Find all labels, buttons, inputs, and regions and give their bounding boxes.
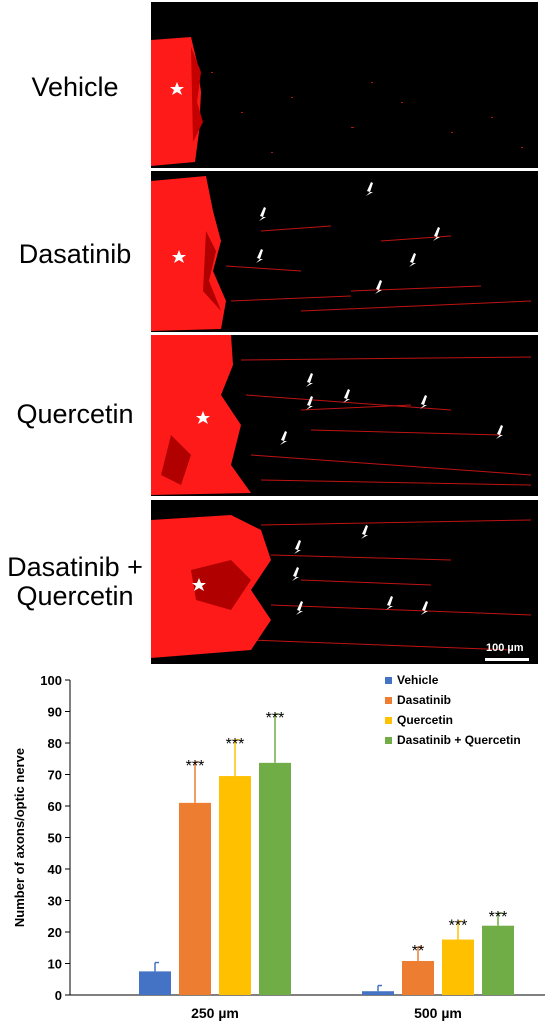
axon-count-chart: 0 10 20 30 40 50 60 70 80 90 100 Number of axons/op…: [12, 673, 545, 1021]
arrow-marker: [306, 396, 313, 410]
star-marker: [172, 250, 186, 263]
bar-0-0: [139, 971, 171, 995]
micrograph-dasatinib-quercetin: 100 µm: [151, 500, 538, 664]
arrow-marker: [375, 280, 382, 294]
significance-label: ***: [226, 736, 245, 753]
scale-bar-label: 100 µm: [486, 642, 524, 654]
panel-label-dasatinib: Dasatinib: [18, 239, 132, 269]
significance-label: **: [412, 943, 424, 960]
scale-bar: [485, 658, 529, 661]
significance-label: ***: [489, 909, 508, 926]
significance-label: ***: [266, 710, 285, 727]
arrow-marker: [256, 249, 263, 263]
arrow-marker: [420, 395, 427, 409]
legend-swatch: [385, 737, 392, 744]
legend-entry: Vehicle: [397, 673, 439, 687]
y-tick-label: 10: [48, 957, 62, 972]
bar-1-1: [402, 960, 434, 995]
arrow-marker: [306, 373, 313, 387]
arrow-marker: [496, 425, 503, 439]
bar-2-1: [442, 939, 474, 995]
panel-label-combo-line1: Dasatinib +: [7, 552, 143, 582]
bar-1-0: [179, 802, 211, 995]
legend-swatch: [385, 677, 392, 684]
y-tick-label: 80: [48, 736, 62, 751]
arrow-marker: [409, 253, 416, 267]
y-tick-label: 50: [48, 831, 62, 846]
bar-3-1: [482, 925, 514, 995]
y-tick-label: 60: [48, 799, 62, 814]
arrow-marker: [296, 601, 303, 615]
arrow-marker: [421, 601, 428, 615]
x-category-label: 500 µm: [414, 1005, 462, 1021]
arrow-marker: [386, 596, 393, 610]
arrow-marker: [294, 540, 301, 554]
arrow-marker: [366, 182, 373, 196]
panel-label-combo-line2: Quercetin: [16, 581, 134, 611]
y-tick-label: 0: [55, 988, 62, 1003]
y-tick-label: 90: [48, 705, 62, 720]
legend-entry: Dasatinib: [397, 693, 451, 707]
legend-entry: Dasatinib + Quercetin: [397, 733, 521, 747]
arrow-marker: [280, 431, 287, 445]
bar-2-0: [219, 776, 251, 995]
significance-label: ***: [449, 917, 468, 934]
x-category-label: 250 µm: [191, 1005, 239, 1021]
y-tick-label: 30: [48, 894, 62, 909]
y-tick-label: 40: [48, 862, 62, 877]
significance-label: ***: [186, 758, 205, 775]
y-tick-label: 100: [40, 673, 62, 688]
arrow-marker: [259, 207, 266, 221]
bar-0-1: [362, 991, 394, 995]
panel-label-vehicle: Vehicle: [31, 72, 119, 102]
arrow-marker: [292, 567, 299, 581]
star-marker: [170, 82, 184, 95]
legend-swatch: [385, 697, 392, 704]
arrow-marker: [343, 389, 350, 403]
legend-entry: Quercetin: [397, 713, 453, 727]
panel-label-quercetin: Quercetin: [16, 399, 134, 429]
arrow-marker: [433, 227, 440, 241]
y-tick-label: 70: [48, 768, 62, 783]
y-tick-label: 20: [48, 925, 62, 940]
legend-swatch: [385, 717, 392, 724]
arrow-marker: [361, 525, 368, 539]
star-marker: [196, 411, 210, 424]
y-axis-label: Number of axons/optic nerve: [12, 748, 27, 927]
micrograph-vehicle: [151, 2, 538, 168]
star-marker: [192, 578, 206, 591]
micrograph-dasatinib: [151, 171, 538, 332]
bar-3-0: [259, 762, 291, 995]
micrograph-quercetin: [151, 335, 538, 496]
